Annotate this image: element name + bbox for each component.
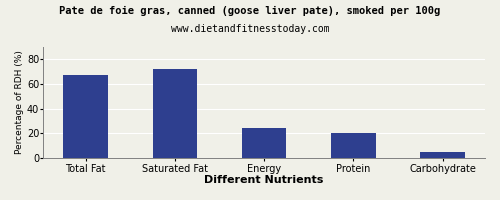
Bar: [64, 75, 108, 158]
Bar: [152, 69, 197, 158]
Text: Pate de foie gras, canned (goose liver pate), smoked per 100g: Pate de foie gras, canned (goose liver p…: [60, 6, 440, 16]
X-axis label: Different Nutrients: Different Nutrients: [204, 175, 324, 185]
Y-axis label: Percentage of RDH (%): Percentage of RDH (%): [15, 51, 24, 154]
Bar: [331, 133, 376, 158]
Bar: [420, 152, 465, 158]
Bar: [242, 128, 286, 158]
Text: www.dietandfitnesstoday.com: www.dietandfitnesstoday.com: [170, 24, 330, 34]
